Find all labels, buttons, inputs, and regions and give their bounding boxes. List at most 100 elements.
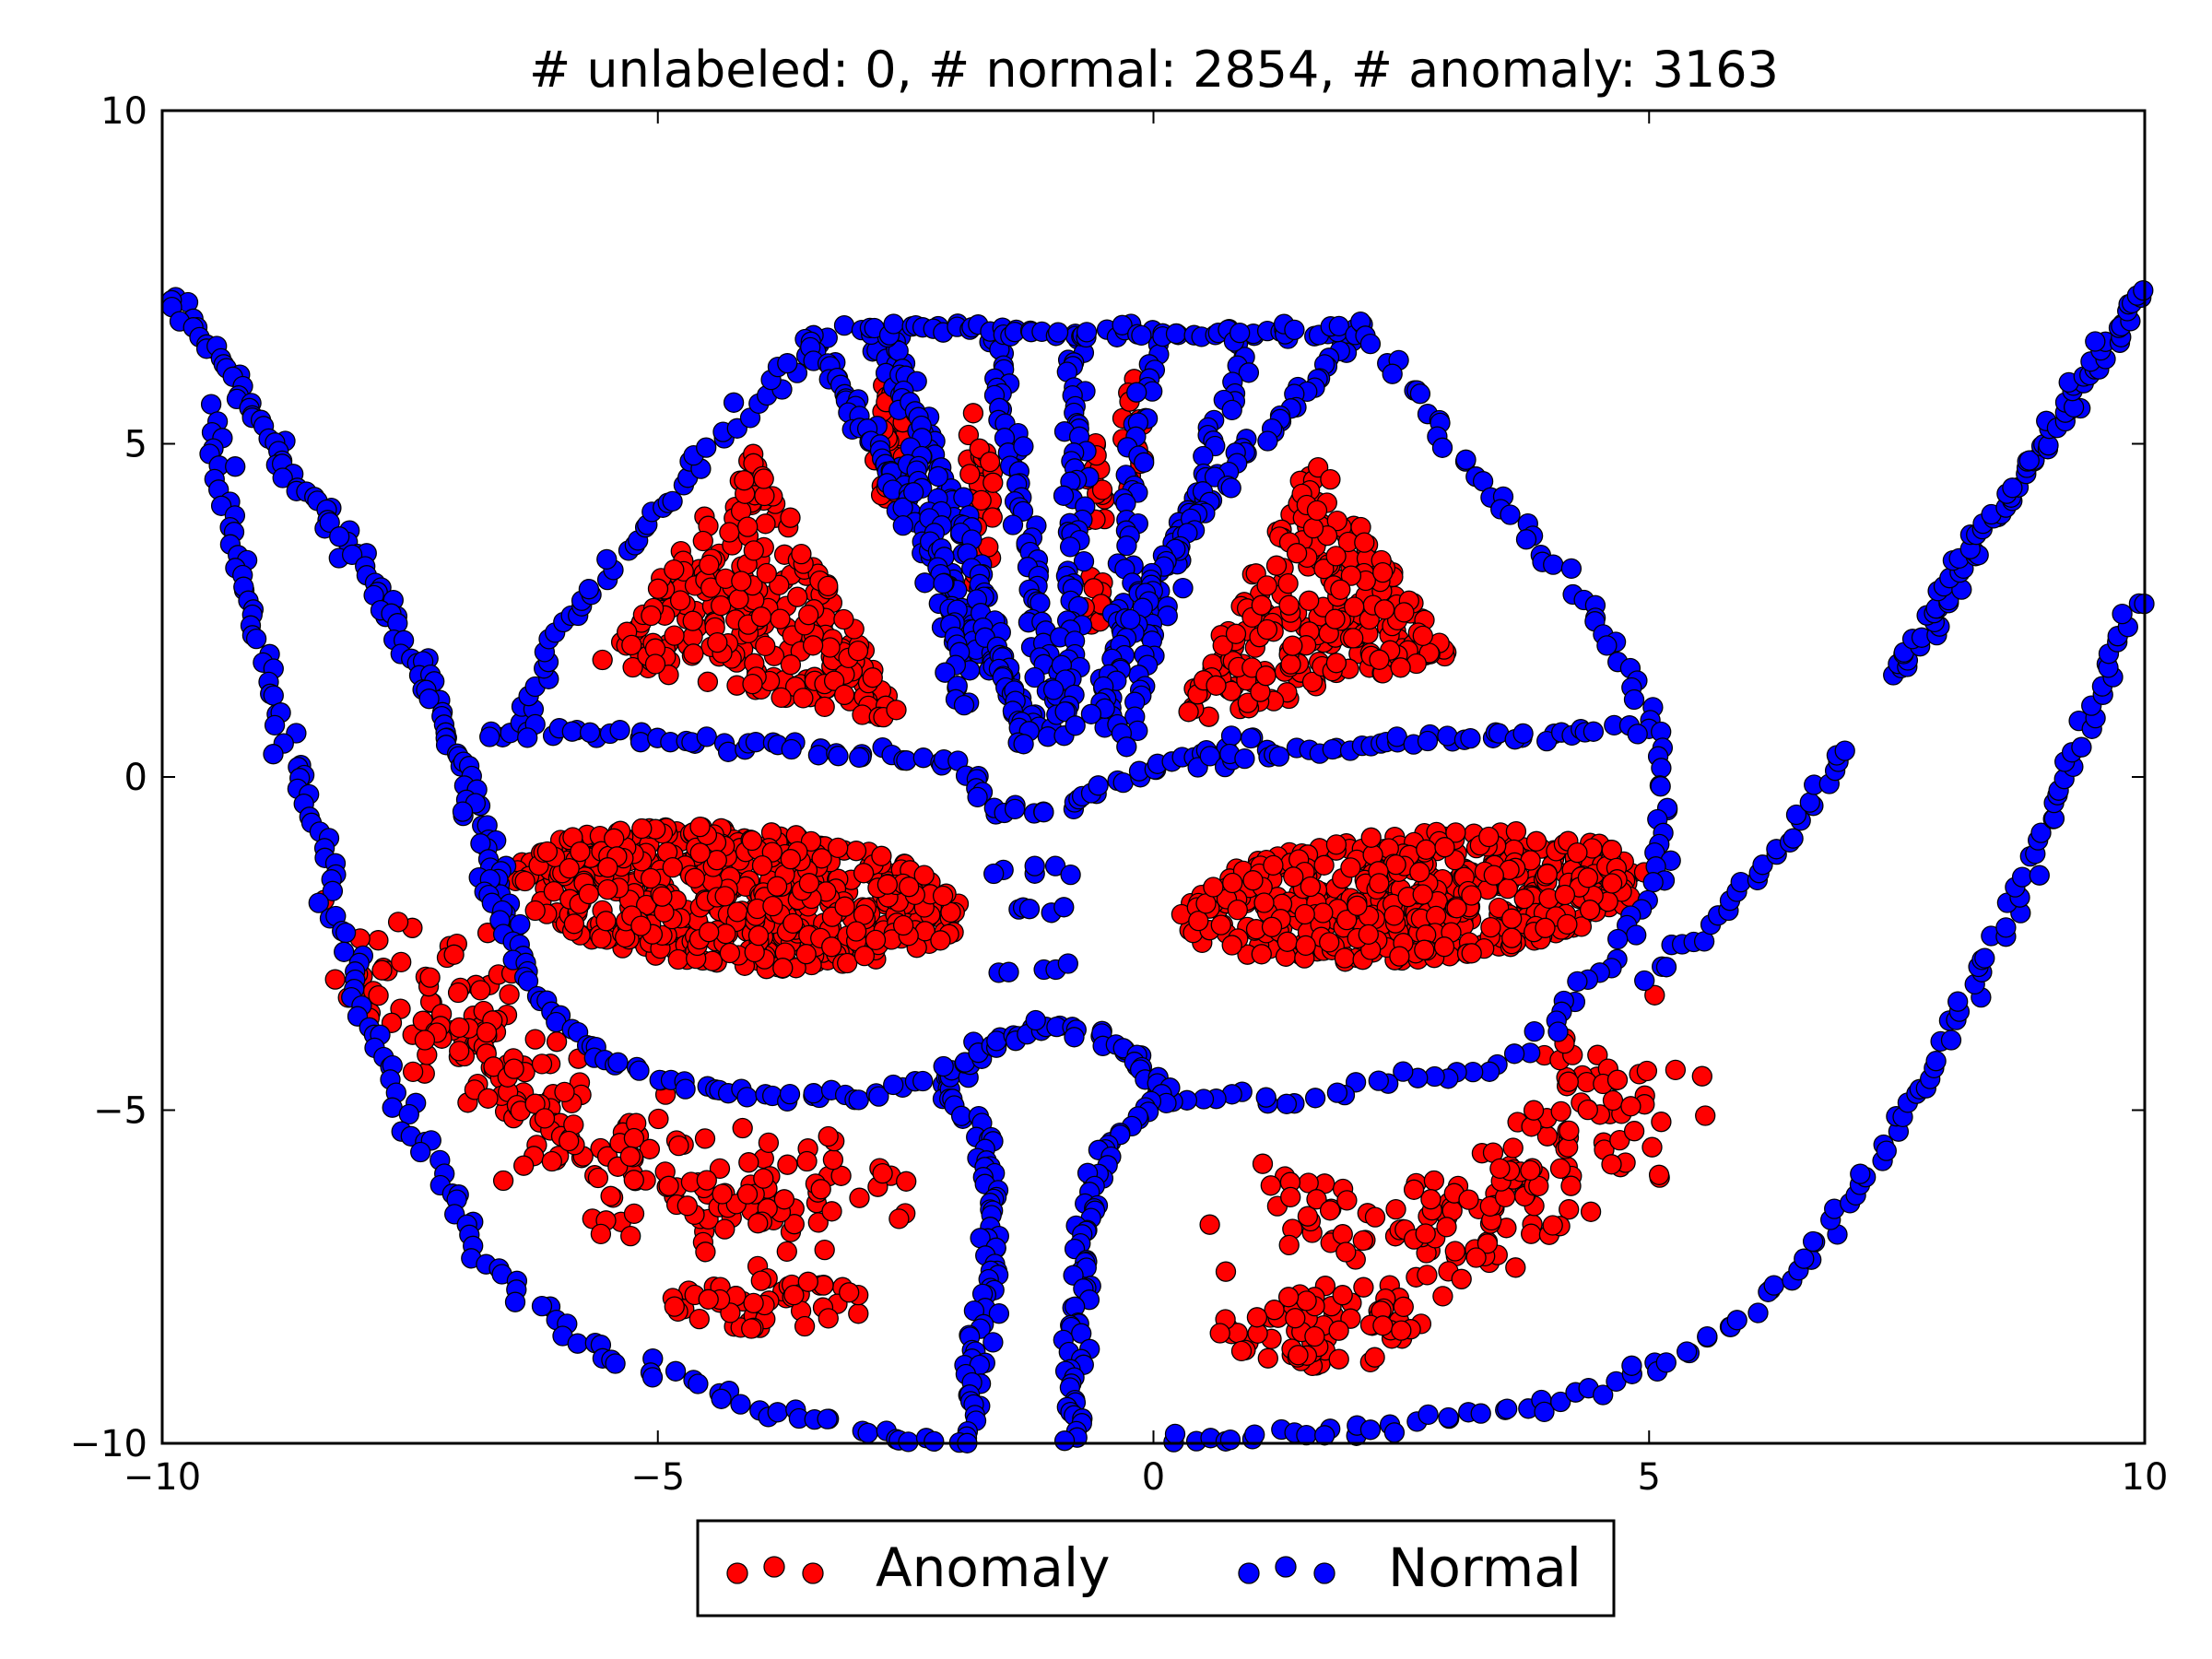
data-point-anomaly	[1444, 1241, 1465, 1262]
data-point-anomaly	[1385, 853, 1406, 876]
data-point-normal	[1172, 577, 1194, 599]
data-point-normal	[803, 1083, 824, 1104]
data-point-anomaly	[837, 952, 858, 974]
data-point-anomaly	[1445, 822, 1466, 843]
data-point-normal	[1033, 802, 1054, 823]
legend-label-normal: Normal	[1388, 1536, 1582, 1599]
data-point-normal	[1240, 727, 1262, 749]
data-point-normal	[1437, 725, 1458, 747]
data-point-anomaly	[940, 901, 961, 924]
data-point-normal	[914, 572, 935, 594]
data-point-anomaly	[913, 865, 935, 886]
data-point-anomaly	[699, 922, 720, 943]
data-point-anomaly	[1288, 1345, 1309, 1366]
data-point-normal	[263, 744, 284, 765]
data-point-normal	[849, 747, 870, 769]
data-point-anomaly	[604, 828, 625, 849]
data-point-anomaly	[1336, 909, 1358, 931]
data-point-normal	[1322, 738, 1343, 760]
data-point-normal	[1460, 727, 1481, 749]
data-point-normal	[2071, 736, 2092, 758]
data-point-normal	[817, 1408, 838, 1430]
data-point-anomaly	[798, 873, 820, 894]
data-point-anomaly	[1304, 1325, 1325, 1347]
data-point-anomaly	[1325, 546, 1347, 567]
data-point-normal	[1326, 1082, 1348, 1103]
data-point-normal	[998, 961, 1019, 982]
data-point-anomaly	[853, 863, 875, 884]
data-point-anomaly	[1282, 635, 1303, 656]
data-point-anomaly	[697, 671, 719, 692]
data-point-anomaly	[930, 930, 951, 951]
data-point-anomaly	[1297, 1206, 1319, 1227]
data-point-normal	[1455, 449, 1477, 470]
data-point-anomaly	[622, 656, 643, 678]
data-point-normal	[896, 750, 917, 771]
data-point-normal	[2085, 331, 2106, 352]
data-point-normal	[1165, 323, 1187, 345]
data-point-normal	[1230, 323, 1251, 344]
data-point-normal	[730, 1394, 751, 1415]
data-point-anomaly	[1299, 590, 1320, 611]
data-point-normal	[857, 1422, 878, 1443]
data-point-anomaly	[1335, 1241, 1357, 1263]
data-point-anomaly	[1433, 936, 1455, 958]
data-point-anomaly	[771, 687, 792, 709]
data-point-anomaly	[839, 1282, 860, 1303]
data-point-anomaly	[1434, 837, 1455, 858]
data-point-anomaly	[541, 1150, 562, 1172]
data-point-anomaly	[1601, 840, 1622, 861]
legend-label-anomaly: Anomaly	[876, 1536, 1110, 1599]
data-point-anomaly	[1369, 873, 1390, 894]
data-point-anomaly	[664, 1296, 685, 1317]
data-point-normal	[1164, 1423, 1186, 1445]
data-point-anomaly	[712, 1183, 733, 1205]
data-point-normal	[567, 1333, 588, 1354]
data-point-normal	[723, 392, 745, 413]
data-point-normal	[1500, 504, 1521, 525]
data-point-normal	[225, 456, 246, 477]
data-point-normal	[1053, 485, 1075, 506]
data-point-anomaly	[1425, 905, 1447, 927]
data-point-anomaly	[780, 507, 801, 528]
data-point-anomaly	[1263, 854, 1284, 877]
data-point-anomaly	[1278, 1234, 1300, 1256]
data-point-anomaly	[639, 1138, 661, 1159]
data-point-anomaly	[1278, 594, 1300, 616]
x-tick-label: 10	[2122, 1456, 2169, 1499]
data-point-anomaly	[753, 468, 774, 489]
data-point-anomaly	[737, 516, 759, 537]
data-point-anomaly	[1280, 653, 1301, 675]
data-point-anomaly	[623, 1203, 645, 1225]
data-point-normal	[1359, 1419, 1382, 1441]
data-point-normal	[675, 1078, 696, 1100]
data-point-anomaly	[707, 631, 728, 653]
data-point-anomaly	[1332, 1285, 1353, 1306]
data-point-normal	[1220, 725, 1242, 747]
x-tick-label: 0	[1142, 1456, 1165, 1499]
data-point-anomaly	[664, 625, 685, 646]
data-point-anomaly	[368, 984, 389, 1006]
data-point-anomaly	[758, 1132, 780, 1154]
data-point-anomaly	[1325, 834, 1347, 855]
data-point-normal	[1783, 828, 1804, 849]
data-point-anomaly	[621, 634, 642, 656]
data-point-anomaly	[1461, 943, 1482, 964]
data-point-anomaly	[1372, 1315, 1394, 1336]
data-point-normal	[1116, 736, 1137, 758]
data-point-normal	[1642, 872, 1664, 893]
data-point-normal	[1276, 1093, 1298, 1114]
data-point-anomaly	[747, 1213, 769, 1234]
data-point-anomaly	[1535, 917, 1556, 938]
data-point-anomaly	[591, 927, 612, 949]
data-point-anomaly	[1451, 1268, 1472, 1289]
data-point-anomaly	[834, 896, 855, 917]
data-point-anomaly	[833, 608, 854, 630]
data-point-anomaly	[371, 959, 393, 981]
data-point-anomaly	[648, 1108, 669, 1130]
data-point-normal	[1234, 747, 1255, 770]
data-point-anomaly	[1557, 913, 1578, 935]
data-point-anomaly	[1389, 946, 1410, 967]
x-tick-label: 5	[1638, 1456, 1661, 1499]
data-point-normal	[1112, 771, 1134, 794]
